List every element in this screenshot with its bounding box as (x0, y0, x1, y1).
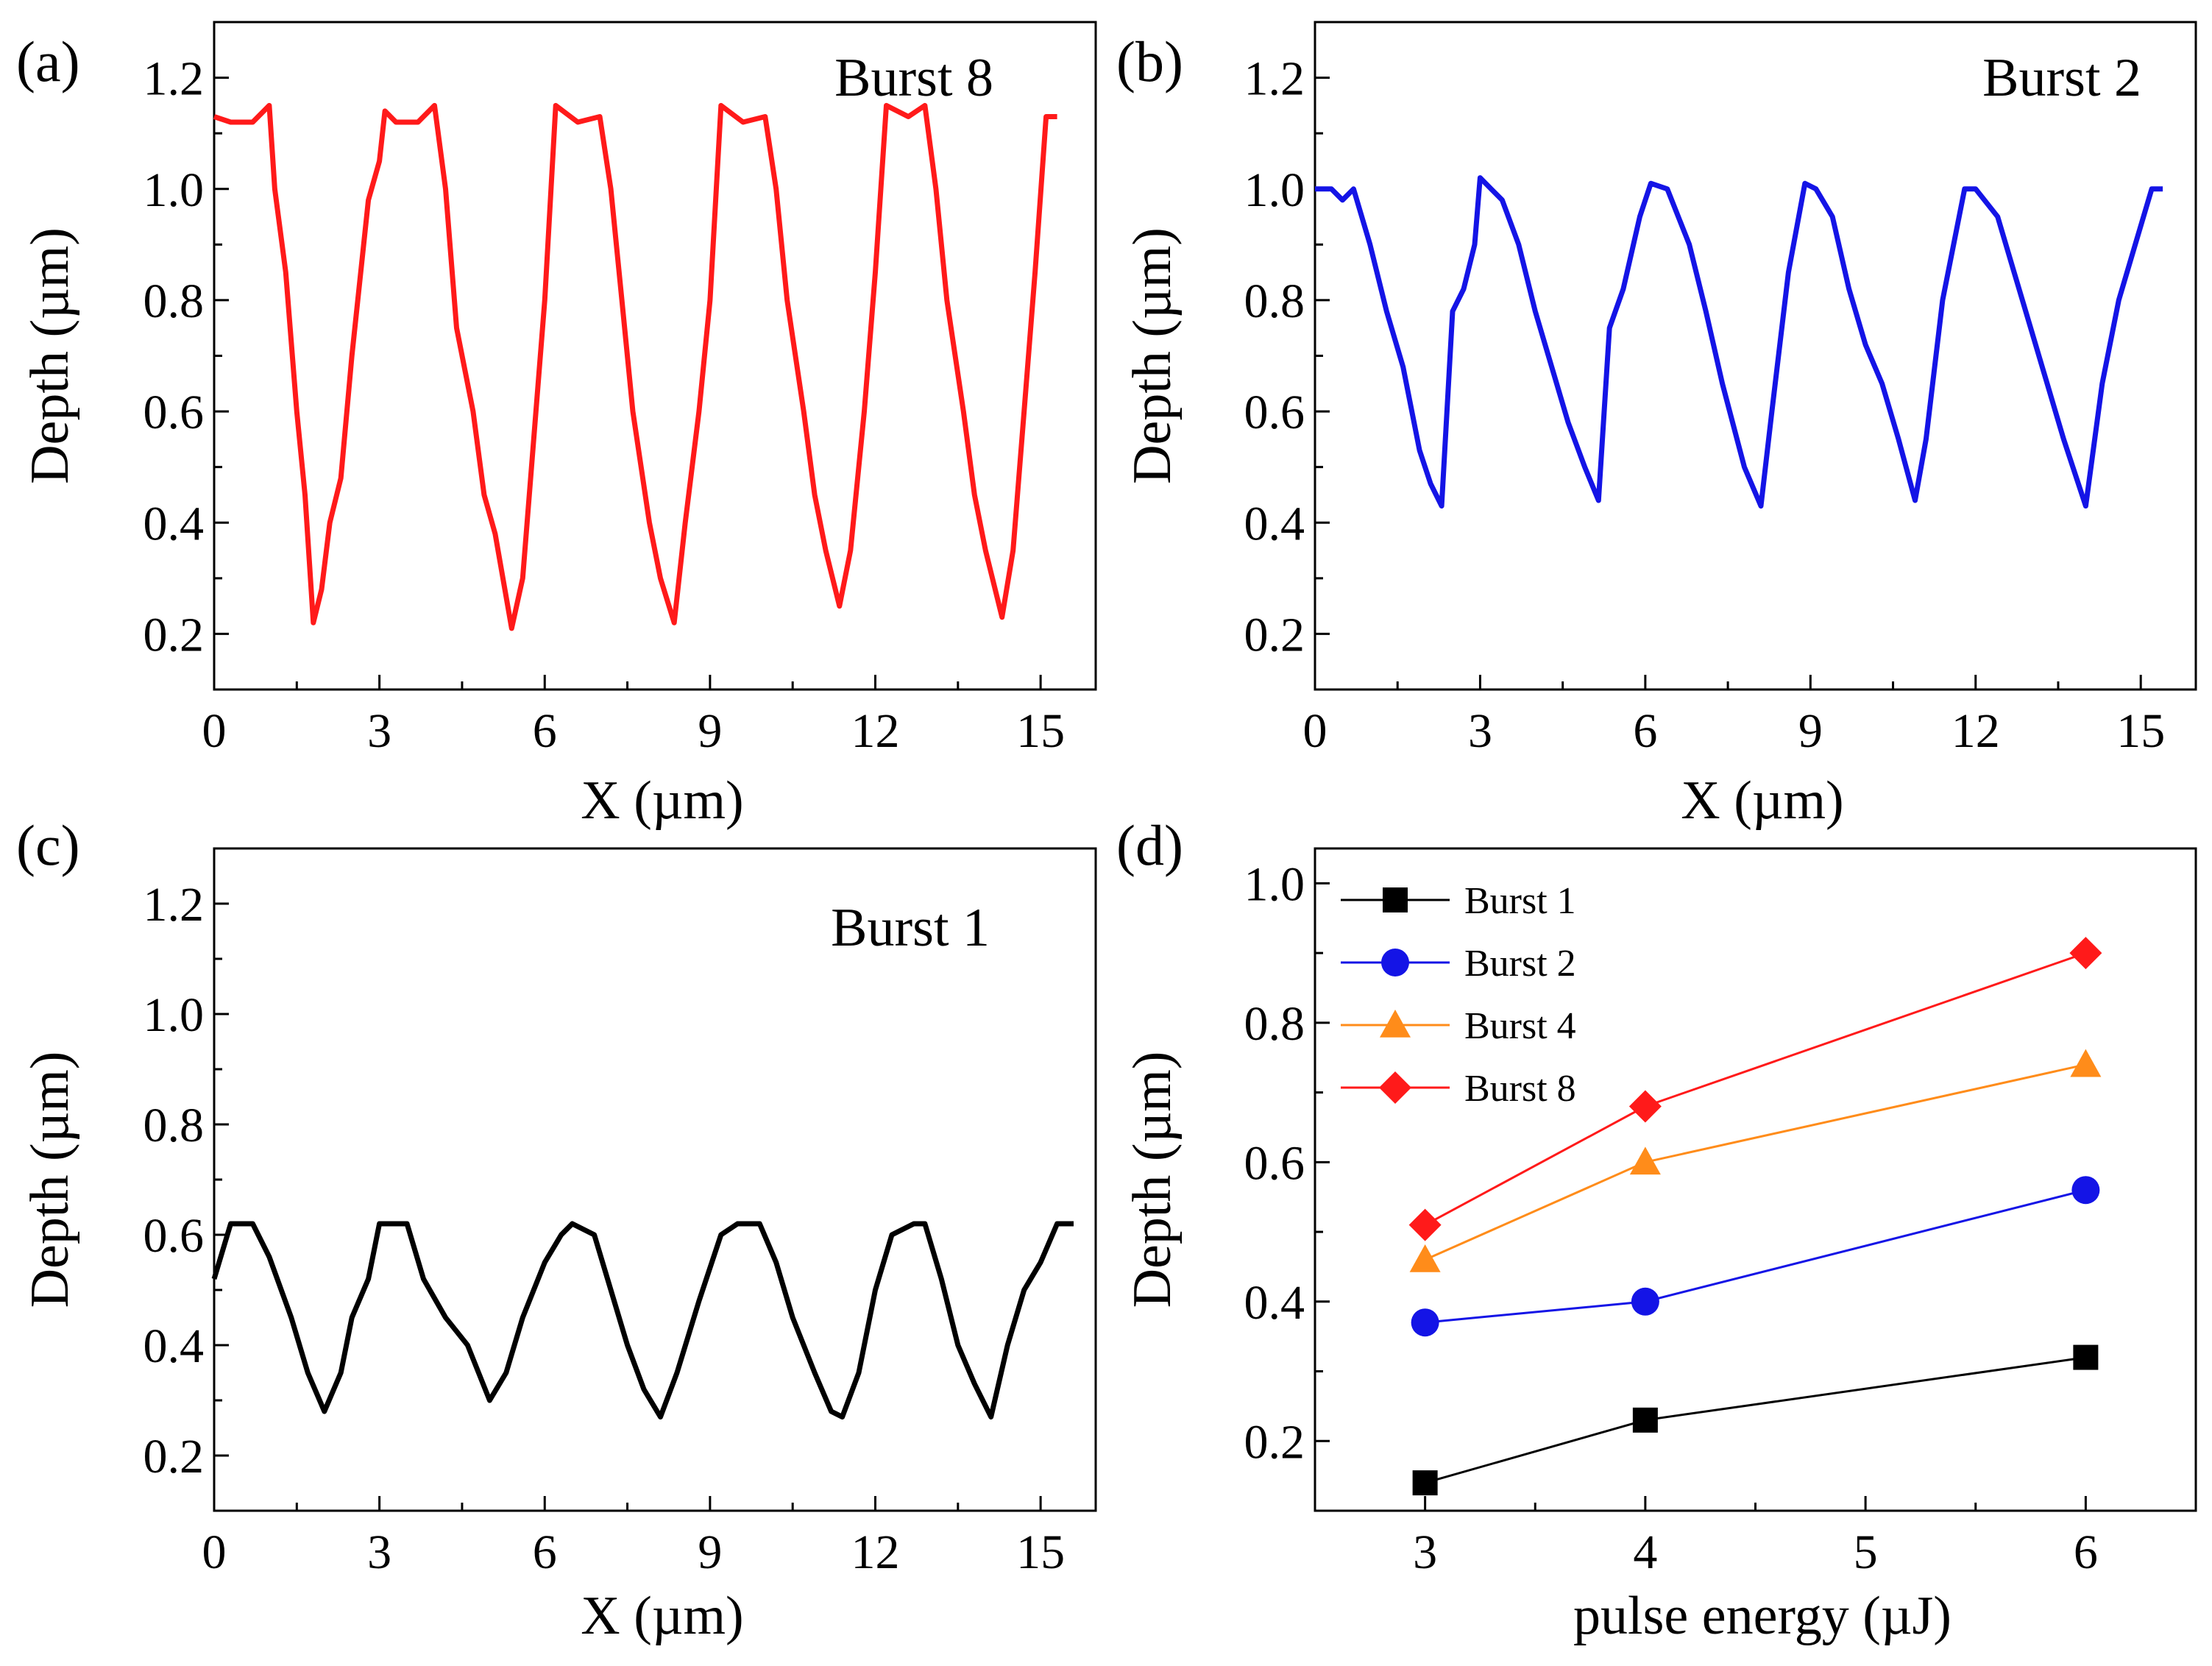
x-tick-label: 12 (851, 704, 900, 758)
x-tick-label: 15 (2116, 704, 2165, 758)
data-point (2070, 1049, 2102, 1077)
series-line-burst-2 (1425, 1188, 2086, 1324)
y-tick-label: 0.4 (143, 497, 205, 550)
data-point (1631, 1287, 1659, 1316)
panel-label: (c) (16, 813, 80, 877)
x-axis-label: pulse energy (µJ) (1573, 1586, 1952, 1646)
plot-frame (1314, 21, 2197, 691)
chart-panel-a: 0 3 6 9 12 15 0.2 0.4 0.6 0.8 1.0 1.2 X (µm) Depth (µ… (16, 21, 1097, 831)
y-tick-label: 1.0 (143, 163, 205, 217)
x-axis-label: X (µm) (1681, 770, 1843, 831)
y-tick-label: 1.0 (1244, 163, 1305, 217)
series-line-burst-1 (211, 1221, 1074, 1419)
x-tick-label: 3 (1413, 1525, 1437, 1579)
legend-label: Burst 2 (1464, 943, 1576, 985)
legend-marker (1383, 887, 1408, 912)
y-tick-label: 0.6 (1244, 1136, 1305, 1190)
y-tick-label: 1.0 (143, 988, 205, 1042)
burst-annotation: Burst 1 (831, 898, 990, 958)
x-tick-label: 3 (367, 1525, 391, 1579)
legend-label: Burst 1 (1464, 880, 1576, 922)
plot-frame (1314, 847, 2197, 1512)
x-tick-label: 12 (1952, 704, 2000, 758)
data-point (2073, 1344, 2099, 1370)
chart-panel-c: 0 3 6 9 12 15 0.2 0.4 0.6 0.8 1.0 1.2 X (µm) Depth (µ… (16, 813, 1097, 1646)
x-axis-label: X (µm) (581, 1586, 743, 1646)
legend-label: Burst 4 (1464, 1005, 1576, 1047)
panel-label: (d) (1116, 813, 1183, 877)
series-line-burst-8 (213, 102, 1057, 631)
x-tick-label: 0 (1303, 704, 1327, 758)
data-point (2069, 937, 2102, 970)
y-tick-label: 0.2 (143, 1430, 205, 1484)
x-tick-label: 5 (1854, 1525, 1878, 1579)
y-tick-label: 0.2 (1244, 1415, 1305, 1469)
y-tick-label: 0.6 (1244, 386, 1305, 439)
legend-marker (1379, 1071, 1411, 1104)
series-line-burst-1 (1425, 1356, 2086, 1484)
data-point (1408, 1208, 1442, 1241)
y-tick-label: 0.4 (1244, 497, 1305, 550)
y-axis-label: Depth (µm) (20, 1052, 80, 1308)
legend-marker (1380, 1010, 1411, 1038)
y-tick-label: 0.8 (1244, 997, 1305, 1051)
plot-frame (213, 21, 1097, 691)
y-tick-label: 1.2 (143, 878, 205, 932)
y-tick-label: 1.0 (1244, 857, 1305, 911)
chart-panel-b: 0 3 6 9 12 15 0.2 0.4 0.6 0.8 1.0 1.2 X (µm) Depth (µ… (1116, 21, 2197, 831)
data-point (1632, 1407, 1658, 1433)
y-axis-label: Depth (µm) (1122, 1052, 1183, 1308)
legend-marker (1381, 949, 1409, 976)
x-tick-label: 6 (533, 1525, 557, 1579)
burst-annotation: Burst 8 (834, 48, 993, 108)
panel-label: (a) (16, 29, 80, 93)
y-tick-label: 0.6 (143, 1209, 205, 1263)
x-tick-label: 4 (1633, 1525, 1657, 1579)
y-tick-label: 0.8 (143, 274, 205, 328)
panel-label: (b) (1116, 29, 1183, 93)
x-axis-label: X (µm) (581, 770, 743, 831)
y-tick-label: 0.2 (1244, 608, 1305, 662)
y-tick-label: 1.2 (143, 52, 205, 106)
y-tick-label: 0.6 (143, 386, 205, 439)
x-tick-label: 6 (2074, 1525, 2098, 1579)
x-tick-label: 3 (1468, 704, 1492, 758)
y-tick-label: 0.2 (143, 608, 205, 662)
y-axis-label: Depth (µm) (20, 227, 80, 484)
x-tick-label: 9 (1798, 704, 1823, 758)
x-tick-label: 3 (367, 704, 391, 758)
x-tick-label: 6 (533, 704, 557, 758)
y-tick-label: 0.4 (1244, 1276, 1305, 1330)
x-tick-label: 9 (698, 1525, 722, 1579)
y-tick-label: 0.4 (143, 1319, 205, 1373)
series-line-burst-2 (1315, 175, 2163, 509)
data-point (1409, 1244, 1441, 1272)
data-point (1629, 1146, 1661, 1175)
x-tick-label: 15 (1016, 704, 1065, 758)
burst-annotation: Burst 2 (1982, 48, 2141, 108)
x-tick-label: 0 (202, 1525, 227, 1579)
data-point (1412, 1470, 1438, 1496)
y-tick-label: 1.2 (1244, 52, 1305, 106)
data-point (1411, 1308, 1439, 1337)
chart-panel-d: 3 4 5 6 0.2 0.4 0.6 0.8 1.0 pulse energy (µJ) Dept… (1116, 813, 2197, 1646)
y-axis-label: Depth (µm) (1122, 227, 1183, 484)
x-tick-label: 15 (1016, 1525, 1065, 1579)
legend-label: Burst 8 (1464, 1068, 1576, 1110)
x-tick-label: 12 (851, 1525, 900, 1579)
x-tick-label: 6 (1633, 704, 1657, 758)
data-point (1628, 1090, 1662, 1123)
x-tick-label: 0 (202, 704, 227, 758)
x-tick-label: 9 (698, 704, 722, 758)
y-tick-label: 0.8 (1244, 274, 1305, 328)
data-point (2071, 1176, 2100, 1205)
y-tick-label: 0.8 (143, 1099, 205, 1152)
